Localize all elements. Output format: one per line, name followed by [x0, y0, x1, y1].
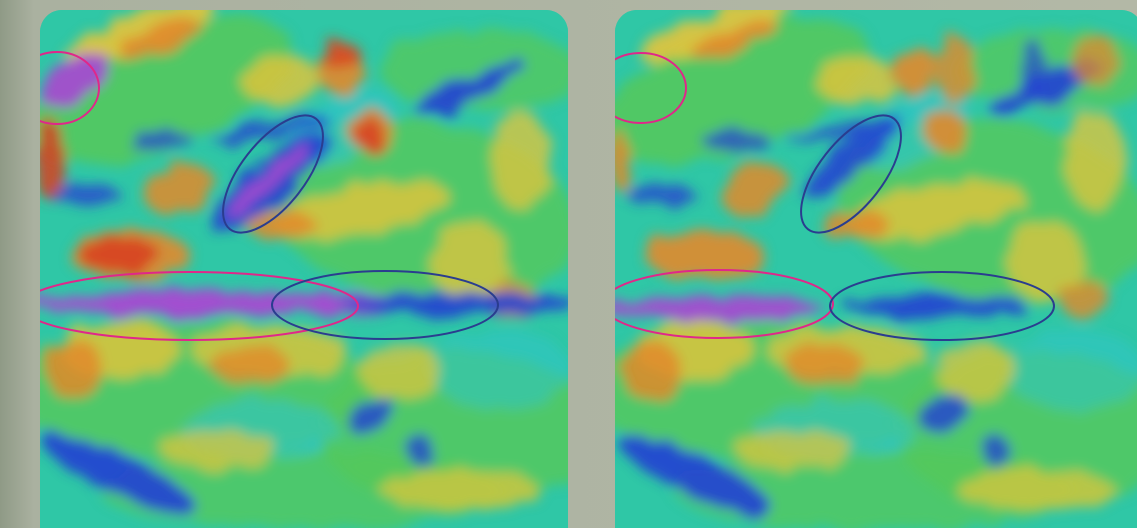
heat-blob-orange — [1060, 280, 1110, 320]
heatmap-image-left — [40, 10, 568, 528]
heat-blob-orange — [210, 345, 290, 385]
heat-blob-blue — [50, 185, 120, 205]
heat-blob-orange — [923, 110, 967, 150]
heat-blob-blue — [845, 294, 1025, 318]
navy-ellipse-annotation — [829, 271, 1055, 341]
heat-blob-yellow — [240, 55, 320, 105]
navy-ellipse-annotation — [271, 270, 499, 340]
navy-ellipse-annotation — [222, 114, 324, 234]
heat-blob-green — [675, 450, 1075, 528]
heat-blob-blue — [617, 434, 773, 516]
heat-blob-red — [320, 40, 360, 70]
heat-blob-orange — [117, 20, 203, 60]
magenta-ellipse-annotation — [40, 51, 100, 125]
heat-blob-yellow — [1005, 220, 1085, 300]
heat-blob-blue — [1023, 40, 1047, 100]
heat-blob-yellow — [160, 430, 280, 470]
heat-blob-blue — [922, 396, 968, 434]
heat-blob-green — [40, 16, 294, 164]
heat-blob-red — [80, 237, 160, 273]
heat-blob-blue — [700, 132, 770, 148]
heatmap-image-right — [615, 10, 1137, 528]
heat-blob-green — [100, 450, 500, 528]
heat-blob-low_cyan — [430, 330, 568, 410]
magenta-ellipse-annotation — [615, 52, 687, 124]
heat-blob-green — [380, 30, 568, 110]
heat-blob-violet — [615, 296, 825, 320]
heat-blob-orange — [45, 340, 105, 400]
heat-blob-yellow — [735, 430, 855, 470]
heat-blob-violet — [225, 145, 311, 219]
heat-blob-yellow — [430, 220, 510, 300]
heat-blob-low_cyan — [1005, 330, 1137, 410]
heat-blob-orange — [935, 35, 975, 105]
heat-blob-orange — [620, 340, 680, 400]
heat-blob-green — [615, 16, 869, 164]
heat-blob-blue — [408, 434, 432, 466]
heat-blob-blue — [210, 116, 330, 144]
heat-blob-yellow — [1065, 110, 1125, 210]
heat-blob-yellow — [64, 10, 216, 63]
magenta-ellipse-annotation — [615, 269, 834, 339]
heat-blob-violet — [40, 51, 110, 109]
heat-blob-yellow — [639, 10, 791, 63]
heat-blob-orange — [893, 45, 937, 95]
heat-blob-orange — [1070, 35, 1120, 85]
heat-blob-blue — [42, 434, 198, 516]
heat-blob-orange — [692, 20, 778, 60]
heat-blob-yellow — [360, 340, 440, 400]
heat-blob-yellow — [271, 180, 449, 240]
heat-blob-blue — [340, 291, 568, 315]
heat-blob-orange — [615, 130, 630, 190]
heat-blob-yellow — [490, 110, 550, 210]
heat-blob-yellow — [815, 55, 895, 105]
heat-blob-yellow — [955, 470, 1115, 510]
heat-blob-yellow — [380, 470, 540, 510]
heatmap-panel-right — [615, 10, 1137, 528]
heat-blob-orange — [785, 345, 865, 385]
heat-blob-blue — [804, 120, 896, 200]
heat-blob-yellow — [846, 180, 1024, 240]
heat-blob-orange — [820, 210, 890, 240]
heat-blob-blue — [125, 132, 195, 148]
heat-blob-red — [355, 120, 385, 150]
heat-blob-low_cyan — [860, 90, 970, 170]
heatmap-panel-left — [40, 10, 568, 528]
heat-blob-blue — [415, 59, 525, 117]
heat-blob-orange — [245, 210, 315, 240]
magenta-ellipse-annotation — [40, 271, 359, 341]
heat-blob-blue — [347, 396, 393, 434]
heat-blob-orange — [721, 163, 789, 217]
heat-blob-orange — [645, 230, 765, 280]
heat-blob-blue — [983, 434, 1007, 466]
heat-blob-blue — [785, 116, 905, 144]
heat-blob-red — [40, 120, 65, 200]
navy-ellipse-annotation — [800, 114, 902, 234]
heat-blob-yellow — [935, 340, 1015, 400]
heat-blob-blue — [625, 185, 695, 205]
heat-blob-blue — [990, 59, 1100, 117]
heat-blob-orange — [146, 163, 214, 217]
